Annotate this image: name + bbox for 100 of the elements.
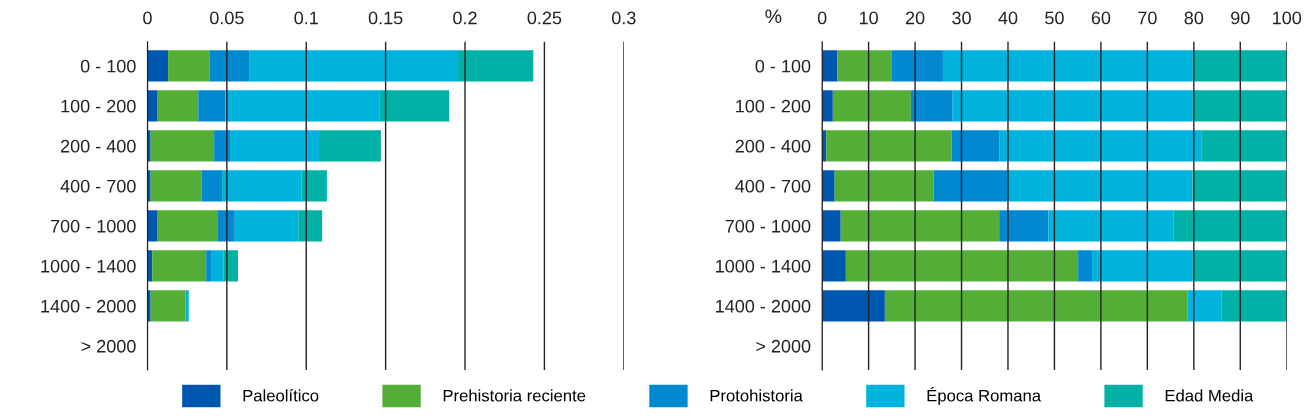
y-tick-label: 100 - 200	[736, 99, 811, 113]
x-tick-label: 0.05	[209, 11, 244, 25]
x-tick-label: 60	[1091, 11, 1111, 25]
bar	[150, 290, 186, 322]
bar	[156, 210, 218, 242]
y-tick-label: 1400 - 2000	[41, 299, 136, 313]
y-tick-label: 700 - 1000	[725, 219, 811, 233]
bar	[210, 250, 224, 282]
y-tick-label: 1000 - 1400	[41, 259, 136, 273]
bar	[822, 210, 841, 242]
bar	[201, 170, 223, 202]
bar	[837, 50, 892, 82]
bar	[1192, 170, 1287, 202]
legend-label: Protohistoria	[710, 389, 803, 402]
bar	[840, 210, 1000, 242]
y-tick-label: 400 - 700	[60, 179, 136, 193]
bar	[234, 210, 299, 242]
x-tick-label: 0	[143, 11, 152, 25]
legend-label: Paleolítico	[243, 389, 319, 402]
bar	[910, 90, 953, 122]
x-tick-label: 0.3	[611, 11, 636, 25]
bar	[891, 50, 943, 82]
y-tick-label: 1000 - 1400	[716, 259, 811, 273]
x-tick-label: 90	[1231, 11, 1250, 25]
x-tick-label: 10	[859, 11, 878, 25]
bar	[147, 210, 157, 242]
bar	[1007, 170, 1193, 202]
x-tick-label: 100	[1273, 11, 1302, 25]
bar	[147, 290, 151, 322]
x-tick-label: 80	[1184, 11, 1204, 25]
bar	[152, 250, 207, 282]
bar	[249, 50, 458, 82]
x-tick-label: 50	[1045, 11, 1064, 25]
bar	[1092, 250, 1193, 282]
y-tick-label: 100 - 200	[61, 99, 136, 113]
y-tick-label: 700 - 1000	[50, 219, 136, 233]
bar	[999, 130, 1202, 162]
x-tick-label: 0.15	[368, 11, 403, 25]
x-tick-label: 0.25	[527, 11, 562, 25]
legend-label: Edad Media	[1165, 389, 1254, 402]
bar	[301, 170, 327, 202]
bar	[1192, 90, 1287, 122]
bar	[225, 90, 380, 122]
x-tick-label: 40	[998, 11, 1018, 25]
x-tick-label: 0.1	[294, 11, 318, 25]
bar	[952, 90, 1193, 122]
bar	[168, 50, 210, 82]
bar	[1221, 290, 1287, 322]
x-tick-label: 30	[952, 11, 971, 25]
bar	[822, 250, 846, 282]
bar	[1192, 50, 1287, 82]
bar	[150, 170, 202, 202]
y-tick-label: 200 - 400	[735, 139, 811, 153]
bar	[198, 90, 226, 122]
x-tick-label: 20	[905, 11, 925, 25]
legend-label: Época Romana	[927, 386, 1042, 405]
y-tick-label: 1400 - 2000	[716, 299, 811, 313]
bar	[209, 50, 250, 82]
bar	[206, 250, 211, 282]
x-axis-title: %	[765, 9, 782, 24]
bar	[222, 170, 302, 202]
y-tick-label: > 2000	[81, 339, 136, 353]
y-tick-label: 0 - 100	[755, 59, 811, 73]
x-tick-label: 70	[1138, 11, 1157, 25]
y-tick-label: 400 - 700	[735, 179, 811, 193]
bar	[147, 50, 169, 82]
bar	[147, 170, 151, 202]
bar	[951, 130, 1000, 162]
bar	[822, 170, 835, 202]
bar	[1192, 250, 1287, 282]
bar	[1201, 130, 1287, 162]
bar	[217, 210, 235, 242]
bar	[150, 130, 215, 162]
y-tick-label: > 2000	[756, 339, 811, 353]
bar	[822, 290, 885, 322]
bar	[1048, 210, 1174, 242]
y-tick-label: 0 - 100	[80, 59, 136, 73]
bar	[933, 170, 1008, 202]
x-tick-label: 0	[817, 11, 827, 25]
bar	[999, 210, 1049, 242]
bar	[147, 90, 157, 122]
bar	[1078, 250, 1093, 282]
bar	[884, 290, 1188, 322]
bar	[318, 130, 381, 162]
bar	[832, 90, 911, 122]
bar	[457, 50, 534, 82]
bar	[822, 50, 838, 82]
bar	[147, 130, 151, 162]
bar	[1173, 210, 1287, 242]
x-tick-label: 0.2	[453, 11, 477, 25]
y-tick-label: 200 - 400	[60, 139, 136, 153]
bar	[845, 250, 1079, 282]
legend-label: Prehistoria reciente	[443, 389, 586, 402]
bar	[230, 130, 319, 162]
bar	[379, 90, 450, 122]
bar	[298, 210, 323, 242]
bar	[942, 50, 1193, 82]
bar	[185, 290, 189, 322]
bar	[156, 90, 199, 122]
bar	[826, 130, 952, 162]
